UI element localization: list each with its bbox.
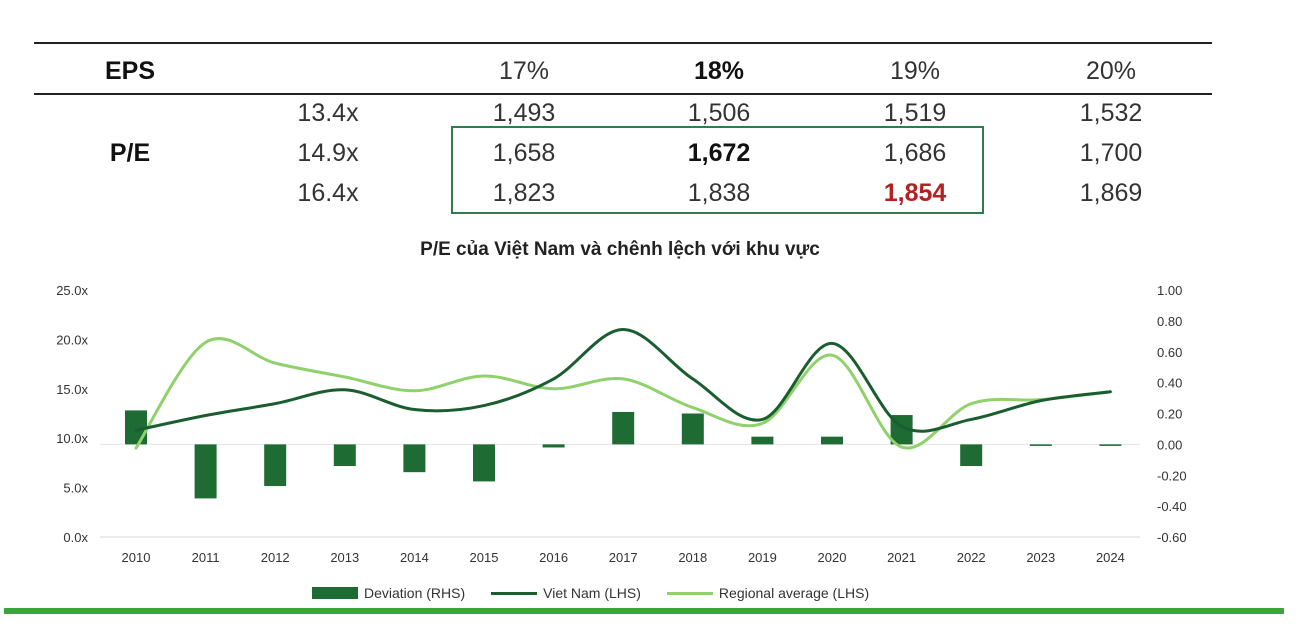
x-tick-label: 2022 — [957, 550, 986, 565]
x-tick-label: 2017 — [609, 550, 638, 565]
x-tick-label: 2011 — [192, 550, 220, 565]
deviation-bar — [821, 436, 843, 445]
deviation-bar — [1099, 444, 1122, 446]
x-tick-label: 2015 — [470, 550, 499, 565]
y-left-tick-label: 0.0x — [63, 530, 88, 545]
y-right-tick-label: 0.80 — [1157, 314, 1182, 329]
y-left-tick-label: 25.0x — [56, 283, 88, 298]
x-tick-label: 2013 — [330, 550, 359, 565]
y-right-tick-label: 0.20 — [1157, 407, 1182, 422]
y-right-tick-label: 1.00 — [1157, 283, 1182, 298]
deviation-bar — [403, 444, 426, 473]
x-tick-label: 2020 — [818, 550, 847, 565]
x-tick-label: 2016 — [539, 550, 568, 565]
y-left-tick-label: 15.0x — [56, 382, 88, 397]
chart-legend: Deviation (RHS) Viet Nam (LHS) Regional … — [312, 585, 895, 601]
row3-v2: 1,838 — [687, 179, 751, 207]
row3-v1: 1,823 — [492, 179, 556, 207]
deviation-bar — [681, 413, 704, 445]
deviation-bar — [1029, 444, 1052, 446]
x-tick-label: 2010 — [122, 550, 151, 565]
row1-v4: 1,532 — [1079, 99, 1143, 127]
y-right-tick-label: -0.20 — [1157, 468, 1187, 483]
row2-v1: 1,658 — [492, 139, 556, 167]
row2-pe: 14.9x — [297, 139, 359, 167]
row1-v3: 1,519 — [883, 99, 947, 127]
header-20: 20% — [1085, 57, 1137, 85]
x-tick-label: 2018 — [678, 550, 707, 565]
y-left-tick-label: 5.0x — [63, 481, 88, 496]
legend-label-deviation: Deviation (RHS) — [364, 585, 466, 601]
legend-swatch-deviation — [312, 587, 358, 599]
table-header-rule — [34, 93, 1212, 95]
legend-swatch-regional — [666, 591, 713, 595]
row1-v1: 1,493 — [492, 99, 556, 127]
row2-v3: 1,686 — [883, 139, 947, 167]
x-tick-label: 2021 — [887, 550, 916, 565]
row3-v4: 1,869 — [1079, 179, 1143, 207]
x-tick-label: 2014 — [400, 550, 429, 565]
table-top-rule — [34, 42, 1212, 44]
x-tick-label: 2024 — [1096, 550, 1125, 565]
legend-swatch-vietnam — [491, 591, 538, 595]
deviation-bar — [333, 444, 356, 466]
pe-chart: 25.0x 20.0x 15.0x 10.0x 5.0x 0.0x 1.00 0.80 0.60… — [56, 283, 1187, 565]
row3-v3: 1,854 — [883, 179, 947, 207]
deviation-bar — [542, 444, 565, 448]
deviation-bar — [751, 436, 774, 445]
x-tick-label: 2012 — [261, 550, 290, 565]
legend-label-vietnam: Viet Nam (LHS) — [543, 585, 641, 601]
deviation-bar — [612, 411, 635, 445]
footer-accent-bar — [4, 608, 1284, 614]
highlight-box — [451, 126, 984, 214]
y-left-tick-label: 10.0x — [56, 431, 88, 446]
row1-pe: 13.4x — [297, 99, 359, 127]
chart-title: P/E của Việt Nam và chênh lệch với khu v… — [420, 239, 820, 260]
deviation-bar — [194, 444, 217, 499]
header-17: 17% — [498, 57, 550, 85]
sensitivity-table: EPS 17% 18% 19% 20% P/E 13.4x 1,493 1,50… — [34, 42, 1212, 222]
row2-v2: 1,672 — [687, 139, 751, 167]
row2-v4: 1,700 — [1079, 139, 1143, 167]
legend-item-deviation: Deviation (RHS) — [312, 585, 465, 601]
legend-item-vietnam: Viet Nam (LHS) — [491, 585, 641, 601]
header-19: 19% — [889, 57, 941, 85]
header-18: 18% — [693, 57, 745, 85]
x-tick-label: 2023 — [1026, 550, 1055, 565]
y-right-tick-label: -0.40 — [1157, 499, 1187, 514]
eps-label: EPS — [104, 57, 156, 85]
deviation-bar — [473, 444, 495, 482]
row1-v2: 1,506 — [687, 99, 751, 127]
y-right-tick-label: 0.40 — [1157, 376, 1182, 391]
legend-label-regional: Regional average (LHS) — [718, 585, 870, 601]
y-right-tick-label: -0.60 — [1157, 530, 1187, 545]
x-tick-label: 2019 — [748, 550, 777, 565]
y-left-tick-label: 20.0x — [56, 332, 88, 347]
y-right-tick-label: 0.60 — [1157, 345, 1182, 360]
vietnam-line — [134, 328, 1112, 433]
deviation-bar — [264, 444, 287, 487]
deviation-bar — [960, 444, 983, 466]
pe-label: P/E — [109, 139, 151, 167]
y-right-tick-label: 0.00 — [1157, 437, 1182, 452]
row3-pe: 16.4x — [297, 179, 359, 207]
legend-item-regional: Regional average (LHS) — [666, 585, 870, 601]
